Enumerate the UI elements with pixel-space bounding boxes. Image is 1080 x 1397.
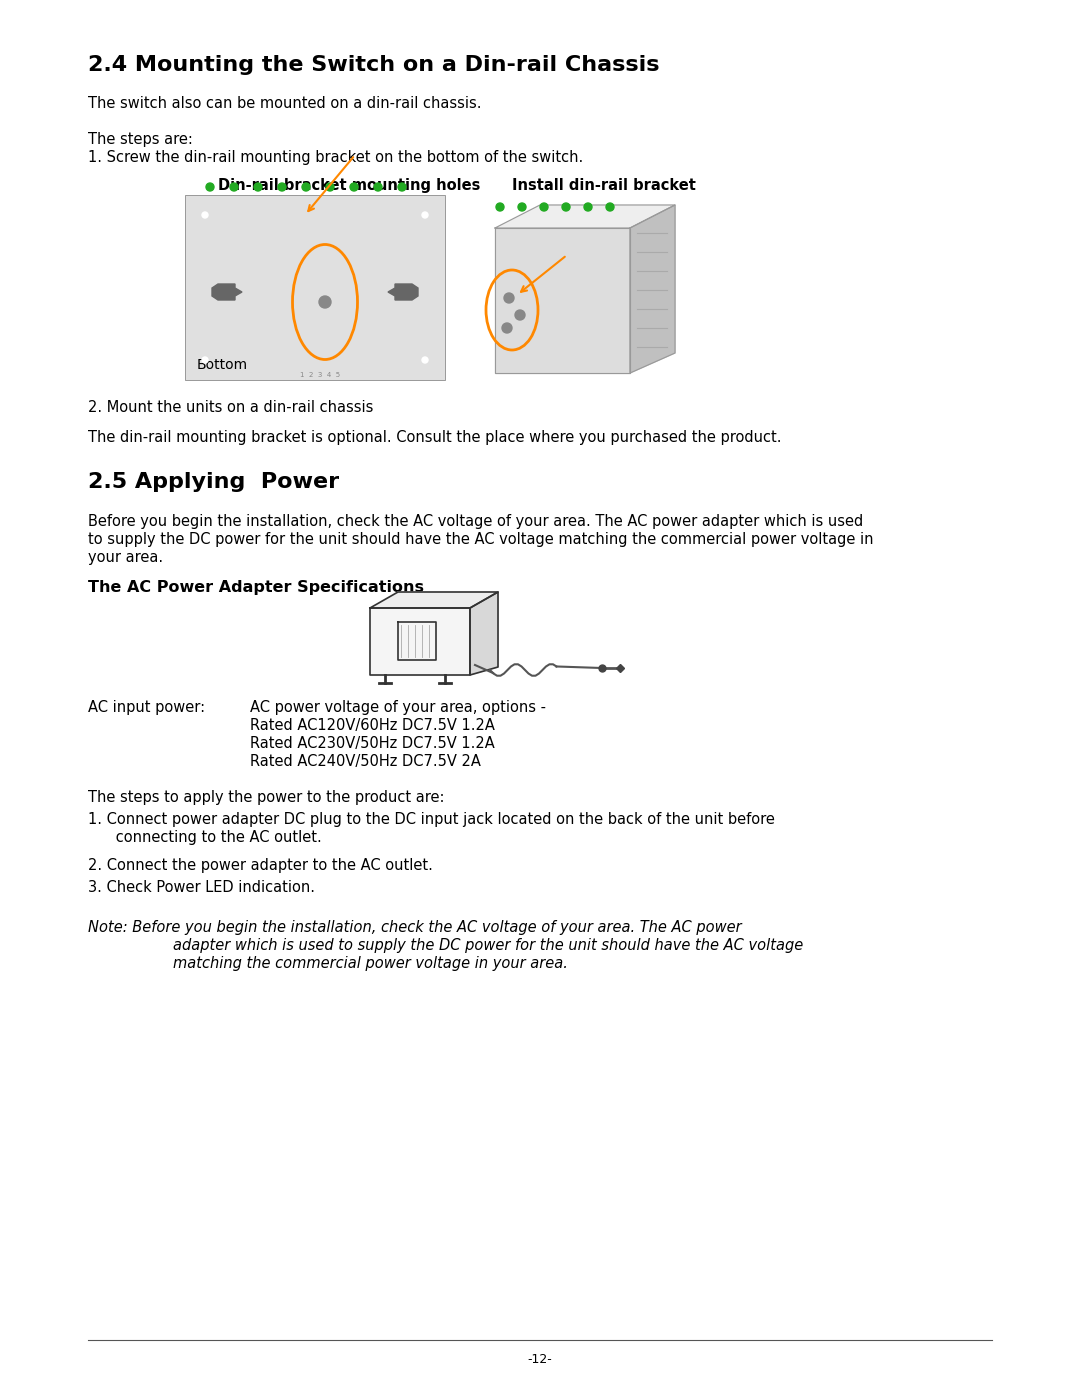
Circle shape: [422, 358, 428, 363]
Text: matching the commercial power voltage in your area.: matching the commercial power voltage in…: [136, 956, 568, 971]
Circle shape: [319, 296, 330, 307]
Circle shape: [584, 203, 592, 211]
Polygon shape: [630, 205, 675, 373]
Text: 2.5 Applying  Power: 2.5 Applying Power: [87, 472, 339, 492]
Circle shape: [399, 183, 406, 191]
Circle shape: [202, 358, 208, 363]
Text: Install din-rail bracket: Install din-rail bracket: [512, 177, 696, 193]
Text: 1. Connect power adapter DC plug to the DC input jack located on the back of the: 1. Connect power adapter DC plug to the …: [87, 812, 774, 827]
Circle shape: [302, 183, 310, 191]
Text: connecting to the AC outlet.: connecting to the AC outlet.: [87, 830, 322, 845]
Text: 3. Check Power LED indication.: 3. Check Power LED indication.: [87, 880, 315, 895]
Text: Rated AC230V/50Hz DC7.5V 1.2A: Rated AC230V/50Hz DC7.5V 1.2A: [249, 736, 495, 752]
Circle shape: [518, 203, 526, 211]
Text: Note: Before you begin the installation, check the AC voltage of your area. The : Note: Before you begin the installation,…: [87, 921, 742, 935]
Polygon shape: [470, 592, 498, 675]
Circle shape: [230, 183, 238, 191]
Text: adapter which is used to supply the DC power for the unit should have the AC vol: adapter which is used to supply the DC p…: [136, 937, 804, 953]
Text: AC power voltage of your area, options -: AC power voltage of your area, options -: [249, 700, 546, 715]
Text: 2. Connect the power adapter to the AC outlet.: 2. Connect the power adapter to the AC o…: [87, 858, 433, 873]
Text: 2. Mount the units on a din-rail chassis: 2. Mount the units on a din-rail chassis: [87, 400, 374, 415]
Text: to supply the DC power for the unit should have the AC voltage matching the comm: to supply the DC power for the unit shou…: [87, 532, 874, 548]
Circle shape: [606, 203, 615, 211]
Circle shape: [202, 212, 208, 218]
Polygon shape: [388, 284, 418, 300]
Text: The switch also can be mounted on a din-rail chassis.: The switch also can be mounted on a din-…: [87, 96, 482, 110]
Circle shape: [350, 183, 357, 191]
Text: your area.: your area.: [87, 550, 163, 564]
Text: The steps to apply the power to the product are:: The steps to apply the power to the prod…: [87, 789, 445, 805]
Text: Din-rail bracket mounting holes: Din-rail bracket mounting holes: [218, 177, 481, 193]
Circle shape: [422, 212, 428, 218]
Circle shape: [326, 183, 334, 191]
Circle shape: [502, 323, 512, 332]
Circle shape: [515, 310, 525, 320]
Text: -12-: -12-: [528, 1354, 552, 1366]
Text: 2.4 Mounting the Switch on a Din-rail Chassis: 2.4 Mounting the Switch on a Din-rail Ch…: [87, 54, 660, 75]
Circle shape: [278, 183, 286, 191]
Text: AC input power:: AC input power:: [87, 700, 205, 715]
Text: Bottom: Bottom: [197, 358, 248, 372]
Text: 1  2  3  4  5: 1 2 3 4 5: [300, 372, 340, 379]
Circle shape: [562, 203, 570, 211]
Text: 1. Screw the din-rail mounting bracket on the bottom of the switch.: 1. Screw the din-rail mounting bracket o…: [87, 149, 583, 165]
Circle shape: [374, 183, 382, 191]
Text: The din-rail mounting bracket is optional. Consult the place where you purchased: The din-rail mounting bracket is optiona…: [87, 430, 782, 446]
Circle shape: [254, 183, 262, 191]
Text: Before you begin the installation, check the AC voltage of your area. The AC pow: Before you begin the installation, check…: [87, 514, 863, 529]
Circle shape: [540, 203, 548, 211]
Polygon shape: [212, 284, 242, 300]
Polygon shape: [370, 608, 470, 675]
Text: The steps are:: The steps are:: [87, 131, 193, 147]
Text: Rated AC240V/50Hz DC7.5V 2A: Rated AC240V/50Hz DC7.5V 2A: [249, 754, 481, 768]
Polygon shape: [495, 228, 630, 373]
Circle shape: [504, 293, 514, 303]
Text: Rated AC120V/60Hz DC7.5V 1.2A: Rated AC120V/60Hz DC7.5V 1.2A: [249, 718, 495, 733]
Circle shape: [206, 183, 214, 191]
Text: The AC Power Adapter Specifications: The AC Power Adapter Specifications: [87, 580, 424, 595]
Polygon shape: [495, 205, 675, 228]
Circle shape: [496, 203, 504, 211]
Polygon shape: [370, 592, 498, 608]
Bar: [185, 196, 445, 380]
